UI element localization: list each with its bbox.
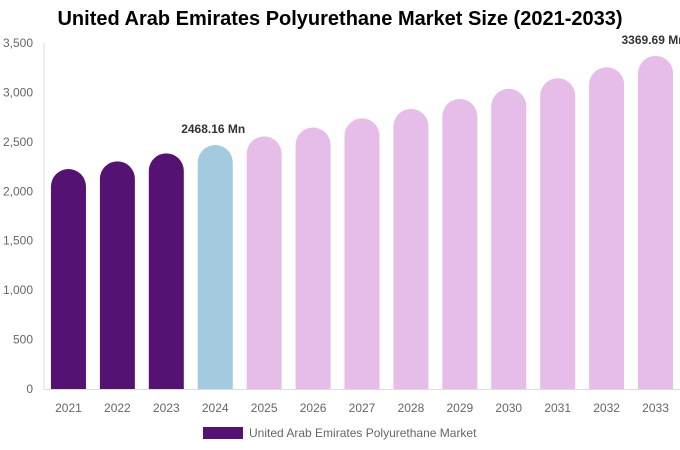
x-tick-label: 2027 [349,401,376,415]
x-tick-label: 2031 [544,401,571,415]
bar-2031 [540,78,576,389]
x-tick-label: 2032 [593,401,620,415]
x-tick-label: 2030 [495,401,522,415]
y-tick-label: 2,000 [3,184,33,198]
bar-2024 [197,145,233,389]
bar-2028 [393,108,429,389]
x-tick-label: 2023 [153,401,180,415]
x-tick-label: 2028 [398,401,425,415]
x-tick-label: 2033 [642,401,669,415]
bar-2033 [638,55,674,389]
y-tick-label: 3,500 [3,36,33,50]
y-tick-label: 1,500 [3,234,33,248]
x-tick-label: 2026 [300,401,327,415]
legend-swatch [203,427,243,439]
bar-2025 [246,136,282,389]
y-tick-label: 1,000 [3,283,33,297]
bar-2026 [295,127,331,390]
bar-2023 [148,153,184,389]
chart-title: United Arab Emirates Polyurethane Market… [57,8,623,30]
y-tick-label: 2,500 [3,135,33,149]
bar-2027 [344,118,380,389]
x-tick-label: 2021 [55,401,82,415]
y-tick-label: 3,000 [3,85,33,99]
legend[interactable]: United Arab Emirates Polyurethane Market [203,426,476,440]
x-tick-label: 2025 [251,401,278,415]
bar-2029 [442,98,478,390]
y-tick-label: 500 [13,333,33,347]
bar-2032 [589,67,625,389]
x-tick-label: 2022 [104,401,131,415]
x-tick-label: 2024 [202,401,229,415]
data-label-2033: 3369.69 Mn [622,33,680,47]
legend-label: United Arab Emirates Polyurethane Market [249,426,477,440]
y-tick-label: 0 [26,382,33,396]
bar-2030 [491,88,527,389]
bar-2022 [99,161,135,389]
data-label-2024: 2468.16 Mn [181,122,245,136]
bar-2021 [50,169,86,389]
x-tick-label: 2029 [446,401,473,415]
